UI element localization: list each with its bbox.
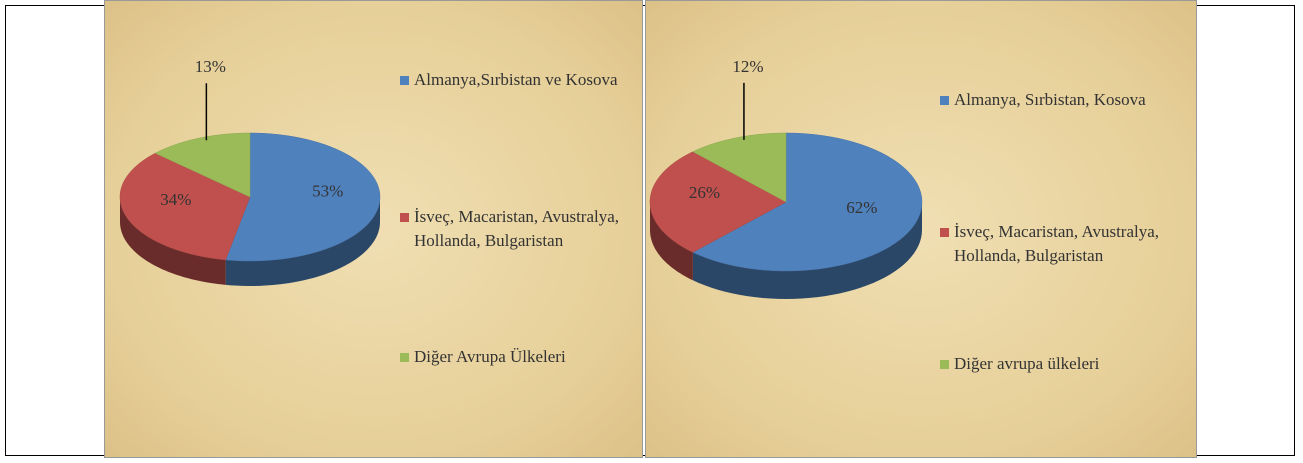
legend-swatch [940,228,949,237]
legend-label: İsveç, Macaristan, Avustralya, Hollanda,… [414,207,620,250]
pie-side [225,197,380,286]
legend-label: İsveç, Macaristan, Avustralya, Hollanda,… [954,222,1160,265]
pie-slice [692,132,787,203]
pie-slice [692,132,923,272]
pie-slice [225,132,381,262]
legend-item: İsveç, Macaristan, Avustralya, Hollanda,… [940,220,1199,268]
legend-swatch [400,76,409,85]
legend-item: İsveç, Macaristan, Avustralya, Hollanda,… [400,205,649,253]
pie-side [650,202,693,281]
legend-swatch [940,96,949,105]
legend-swatch [400,213,409,222]
data-label: 53% [312,182,343,201]
legend-item: Diğer avrupa ülkeleri [940,352,1199,376]
pie-side [692,202,922,299]
legend-label: Almanya, Sırbistan, Kosova [954,90,1146,109]
pie-slice [119,152,251,261]
pie-slice [154,132,251,198]
pie-side [120,197,226,285]
legend-item: Almanya, Sırbistan, Kosova [940,88,1199,112]
legend-label: Almanya,Sırbistan ve Kosova [414,70,618,89]
pie-slice [649,151,787,253]
legend-item: Almanya,Sırbistan ve Kosova [400,68,649,92]
legend-swatch [940,360,949,369]
legend-item: Diğer Avrupa Ülkeleri [400,345,649,369]
legend-swatch [400,353,409,362]
data-label: 12% [732,57,763,76]
data-label: 26% [689,183,720,202]
legend-label: Diğer Avrupa Ülkeleri [414,347,566,366]
data-label: 13% [195,57,226,76]
data-label: 34% [160,190,191,209]
legend-label: Diğer avrupa ülkeleri [954,354,1100,373]
data-label: 62% [846,198,877,217]
